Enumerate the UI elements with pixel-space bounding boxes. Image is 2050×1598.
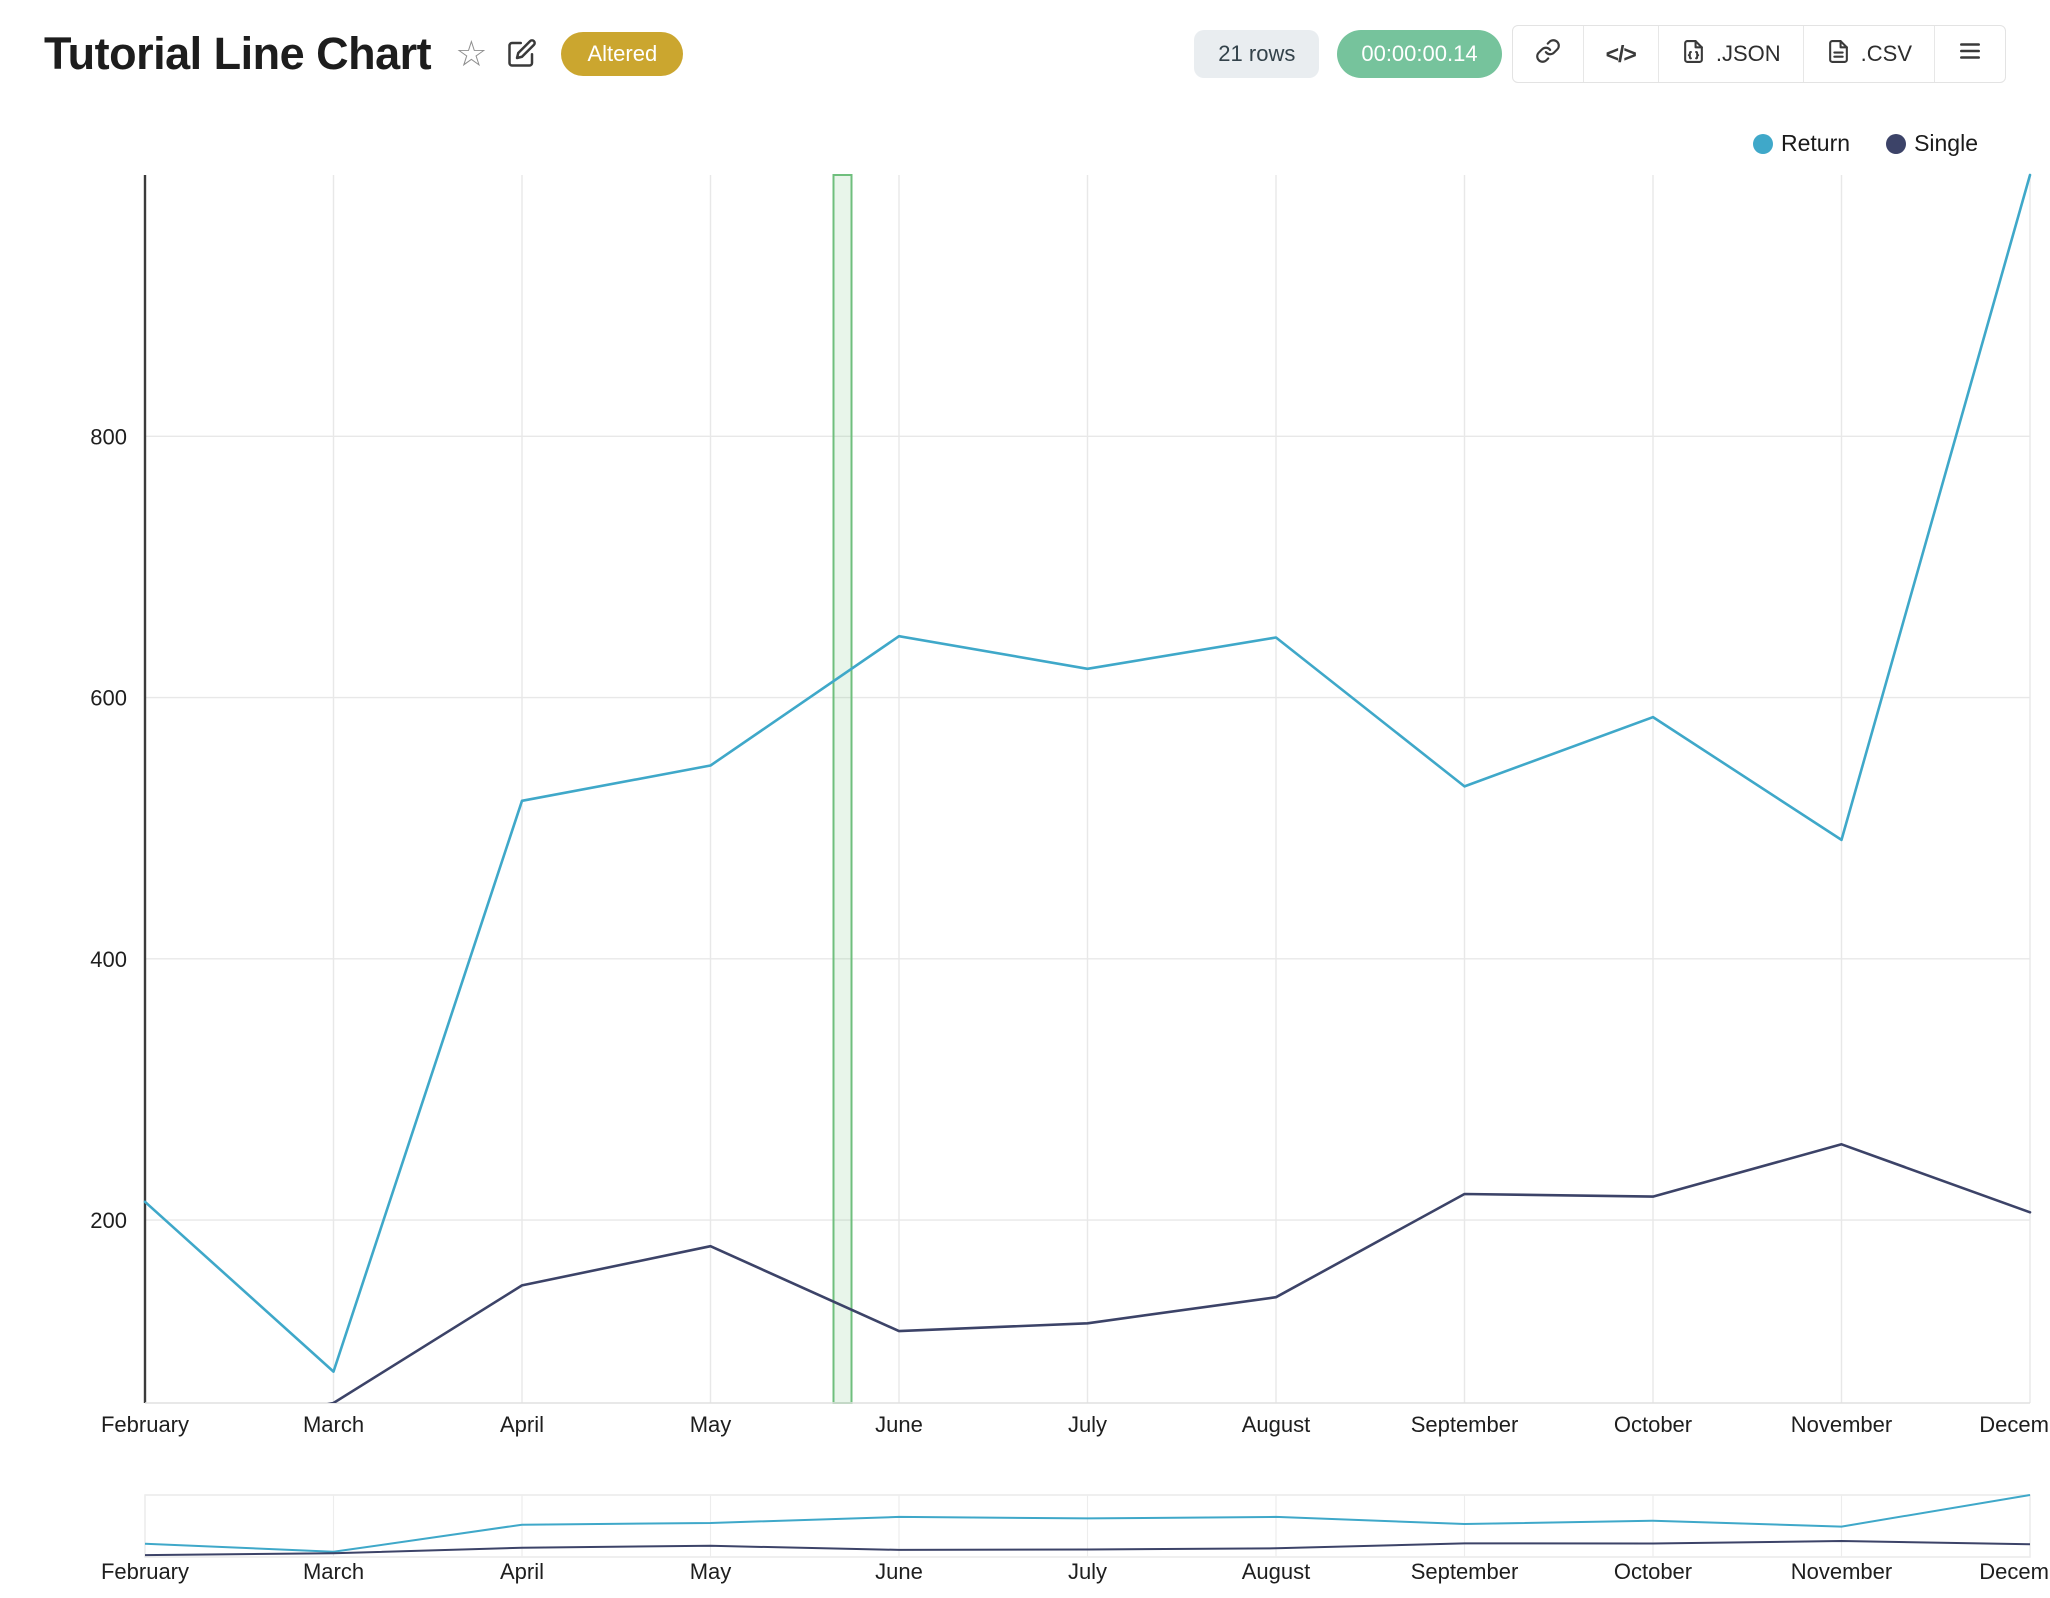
- svg-text:March: March: [303, 1412, 364, 1437]
- svg-text:March: March: [303, 1559, 364, 1584]
- svg-text:July: July: [1068, 1559, 1107, 1584]
- legend-label-return: Return: [1781, 130, 1851, 156]
- mini-chart-brush[interactable]: [144, 1494, 2031, 1558]
- svg-text:July: July: [1068, 1412, 1107, 1437]
- svg-text:November: November: [1791, 1412, 1892, 1437]
- svg-text:400: 400: [90, 947, 127, 972]
- highlight-band: [832, 174, 853, 1404]
- json-button-label: .JSON: [1715, 41, 1781, 66]
- legend-label-single: Single: [1914, 130, 1978, 156]
- mini-x-axis-labels: February March April May June July August Septe…: [101, 1559, 2050, 1584]
- chart-menu-button[interactable]: [1934, 26, 2005, 82]
- legend-dot-single: [1886, 133, 1907, 154]
- svg-text:February: February: [101, 1412, 189, 1437]
- svg-text:September: September: [1411, 1412, 1519, 1437]
- edit-pencil-icon: [507, 38, 537, 71]
- svg-text:800: 800: [90, 424, 127, 449]
- altered-status-badge: Altered: [561, 32, 684, 76]
- svg-text:February: February: [101, 1559, 189, 1584]
- star-icon: ☆: [455, 33, 488, 74]
- svg-text:April: April: [500, 1412, 544, 1437]
- export-csv-button[interactable]: .CSV: [1802, 26, 1934, 82]
- y-axis-labels: 200 400 600 800: [90, 424, 127, 1233]
- hamburger-menu-icon: [1957, 38, 1983, 70]
- svg-text:600: 600: [90, 686, 127, 711]
- export-button-group: </> .JSON: [1511, 25, 2006, 83]
- series-line-single: [327, 1143, 2032, 1403]
- chart-legend: Return Single: [1753, 130, 1978, 157]
- series-line-return: [143, 173, 2032, 1373]
- main-series[interactable]: [143, 173, 2032, 1442]
- link-icon: [1535, 38, 1561, 70]
- header-bar: Tutorial Line Chart ☆ Altered 21 rows 00…: [0, 0, 2050, 108]
- mini-series-line-return: [144, 1494, 2031, 1553]
- code-icon: </>: [1605, 40, 1637, 67]
- main-gridlines: [144, 175, 2031, 1403]
- svg-text:December: December: [1979, 1412, 2050, 1437]
- svg-text:200: 200: [90, 1208, 127, 1233]
- svg-text:April: April: [500, 1559, 544, 1584]
- view-code-button[interactable]: </>: [1582, 26, 1658, 82]
- mini-series-line-single: [144, 1540, 2031, 1557]
- page-title: Tutorial Line Chart: [44, 28, 432, 79]
- svg-text:May: May: [690, 1412, 732, 1437]
- svg-text:September: September: [1411, 1559, 1519, 1584]
- edit-title-button[interactable]: [507, 38, 537, 71]
- svg-text:August: August: [1242, 1412, 1311, 1437]
- svg-text:October: October: [1614, 1559, 1692, 1584]
- svg-text:November: November: [1791, 1559, 1892, 1584]
- legend-item-return[interactable]: Return: [1753, 130, 1850, 157]
- svg-text:May: May: [690, 1559, 732, 1584]
- svg-text:August: August: [1242, 1559, 1311, 1584]
- svg-text:June: June: [875, 1412, 923, 1437]
- toolbar: 21 rows 00:00:00.14 </>: [1194, 25, 2006, 83]
- favorite-star-button[interactable]: ☆: [455, 36, 487, 72]
- row-count-badge: 21 rows: [1194, 30, 1320, 78]
- svg-text:October: October: [1614, 1412, 1692, 1437]
- legend-dot-return: [1753, 133, 1774, 154]
- csv-button-label: .CSV: [1860, 41, 1912, 66]
- query-duration-badge: 00:00:00.14: [1337, 30, 1502, 78]
- x-axis-labels: February March April May June July August Septe…: [101, 1412, 2050, 1437]
- json-file-icon: [1681, 39, 1706, 70]
- legend-item-single[interactable]: Single: [1886, 130, 1978, 157]
- svg-text:June: June: [875, 1559, 923, 1584]
- export-json-button[interactable]: .JSON: [1657, 26, 1803, 82]
- csv-file-icon: [1826, 39, 1851, 70]
- share-link-button[interactable]: [1513, 26, 1583, 82]
- svg-text:December: December: [1979, 1559, 2050, 1584]
